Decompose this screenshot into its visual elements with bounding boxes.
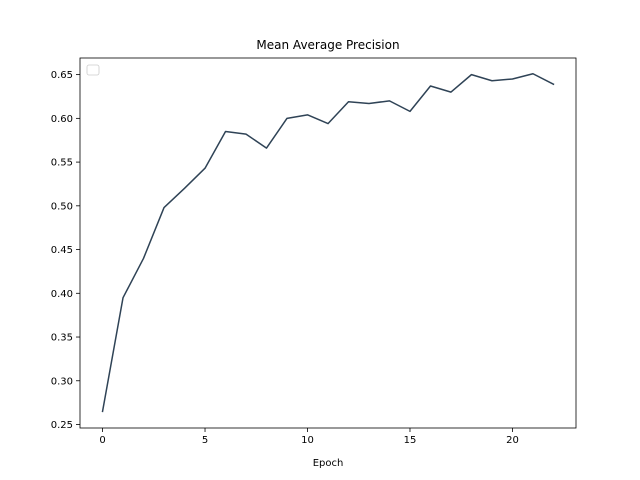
data-series — [101, 72, 555, 413]
axis-ticks: 0 5 10 15 20 0.25 0.30 0.35 0.40 0.45 0.50 0.55 0.60… — [51, 70, 519, 446]
legend-frame — [86, 64, 100, 76]
x-tick-label-2: 10 — [301, 435, 314, 446]
y-tick-label-2: 0.35 — [51, 333, 73, 344]
x-axis-label: Epoch — [313, 458, 344, 469]
y-tick-label-6: 0.55 — [51, 158, 73, 169]
axes-frame — [79, 57, 577, 429]
x-tick-label-4: 20 — [506, 435, 519, 446]
axes-background — [80, 58, 576, 428]
y-tick-label-5: 0.50 — [51, 201, 73, 212]
x-tick-label-1: 5 — [202, 435, 208, 446]
y-tick-label-3: 0.40 — [51, 289, 73, 300]
chart-title: Mean Average Precision — [256, 38, 399, 52]
series-line-0 — [101, 72, 555, 413]
legend — [86, 64, 100, 76]
y-tick-label-4: 0.45 — [51, 245, 73, 256]
y-tick-label-1: 0.30 — [51, 376, 73, 387]
x-tick-label-3: 15 — [404, 435, 417, 446]
y-tick-label-0: 0.25 — [51, 420, 73, 431]
y-tick-label-7: 0.60 — [51, 114, 73, 125]
x-tick-label-0: 0 — [99, 435, 105, 446]
y-tick-label-8: 0.65 — [51, 70, 73, 81]
plot-area: 0 5 10 15 20 0.25 0.30 0.35 0.40 0.45 0.50 0.55 0.60… — [51, 57, 577, 446]
